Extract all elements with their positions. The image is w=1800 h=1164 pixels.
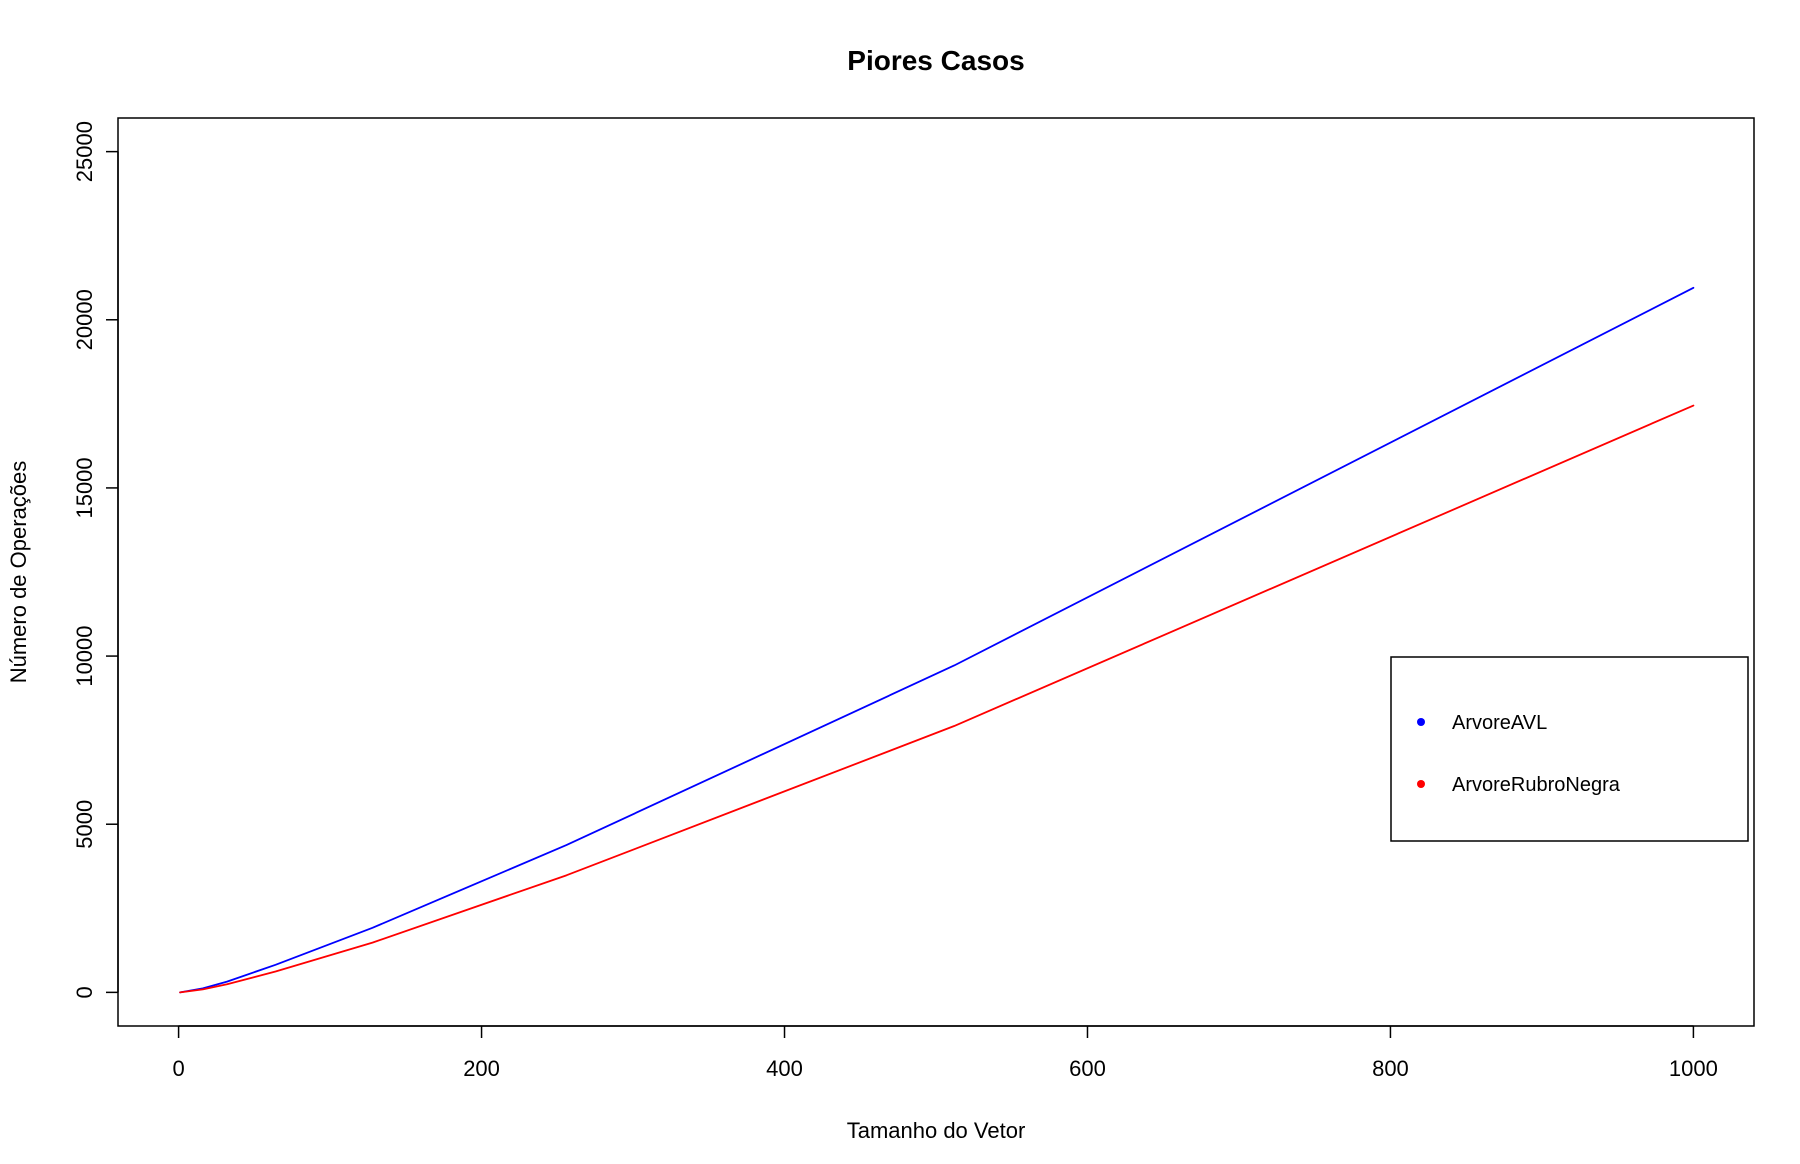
y-axis: 0 5000 10000 15000 20000 25000 xyxy=(72,121,119,998)
series-line-arvorerubronegra xyxy=(179,404,1695,994)
x-tick-label: 800 xyxy=(1372,1056,1409,1081)
chart-title: Piores Casos xyxy=(847,45,1024,76)
x-tick-label: 0 xyxy=(172,1056,184,1081)
series-layer xyxy=(179,286,1695,994)
x-tick-label: 1000 xyxy=(1669,1056,1718,1081)
x-tick-label: 200 xyxy=(463,1056,500,1081)
x-tick-label: 600 xyxy=(1069,1056,1106,1081)
y-tick-label: 0 xyxy=(72,986,97,998)
y-tick-label: 5000 xyxy=(72,800,97,849)
legend-label-arvoreavl: ArvoreAVL xyxy=(1452,712,1547,734)
x-tick-label: 400 xyxy=(766,1056,803,1081)
y-tick-label: 20000 xyxy=(72,289,97,350)
legend-entries: ArvoreAVL ArvoreRubroNegra xyxy=(1417,712,1621,796)
legend-marker-arvoreavl xyxy=(1417,718,1425,726)
y-tick-label: 10000 xyxy=(72,625,97,686)
x-axis: 0 200 400 600 800 1000 xyxy=(172,1025,1718,1081)
legend-box xyxy=(1390,656,1749,842)
y-tick-label: 25000 xyxy=(72,121,97,182)
y-axis-title: Número de Operações xyxy=(6,461,31,684)
legend-label-arvorerubronegra: ArvoreRubroNegra xyxy=(1452,774,1621,796)
x-axis-title: Tamanho do Vetor xyxy=(847,1118,1026,1143)
y-tick-label: 15000 xyxy=(72,457,97,518)
legend-marker-arvorerubronegra xyxy=(1417,780,1425,788)
series-line-arvoreavl xyxy=(179,286,1695,994)
legend: ArvoreAVL ArvoreRubroNegra xyxy=(1390,656,1749,842)
